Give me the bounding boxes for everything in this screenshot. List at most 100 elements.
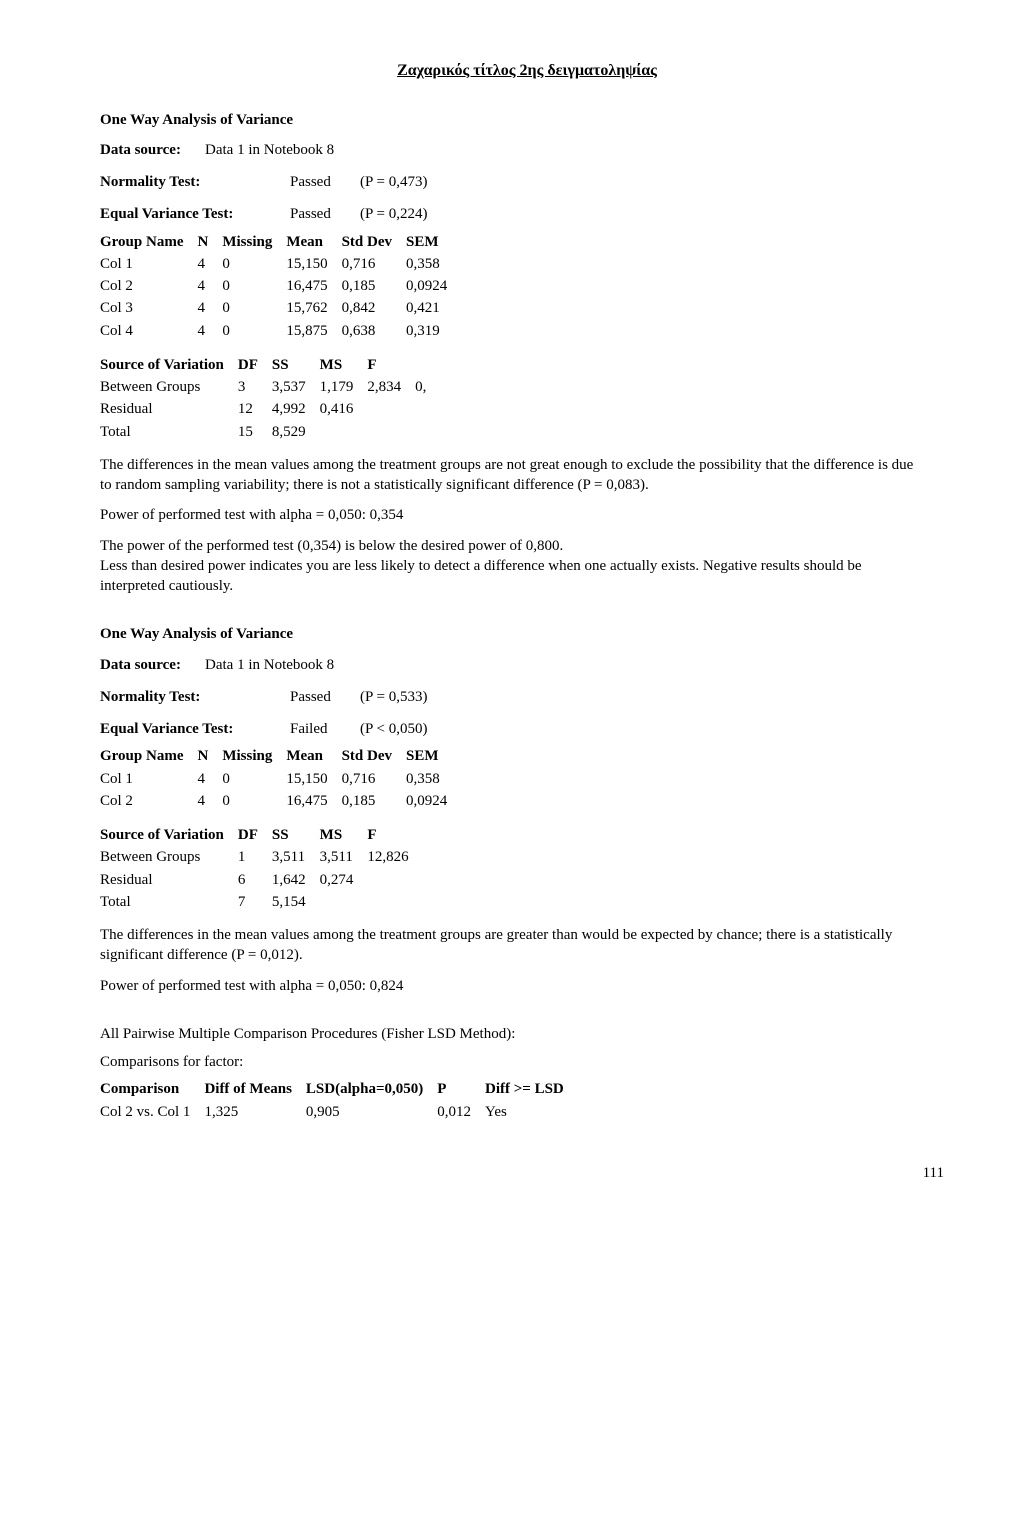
table-row: Col 24016,4750,1850,0924 (100, 275, 461, 297)
normality-status-2: Passed (290, 687, 360, 707)
interpretation-para-1: The differences in the mean values among… (100, 455, 920, 496)
table-cell: 0,185 (342, 790, 406, 812)
group-stats-table-2: Group NameNMissingMeanStd DevSEM Col 140… (100, 745, 461, 812)
table-cell: 4 (197, 253, 222, 275)
table-cell: 0 (222, 790, 286, 812)
table-cell: 0,0924 (406, 275, 461, 297)
table-cell: 0,716 (342, 768, 406, 790)
data-source-value-2: Data 1 in Notebook 8 (205, 655, 334, 675)
table-header-cell: Source of Variation (100, 354, 238, 376)
eqvar-label-2: Equal Variance Test: (100, 719, 290, 739)
table-header-cell: LSD(alpha=0,050) (306, 1078, 437, 1100)
table-cell: 3,537 (272, 376, 320, 398)
table-header-cell: N (197, 745, 222, 767)
anova-heading-1: One Way Analysis of Variance (100, 110, 954, 130)
table-cell: 15,762 (286, 297, 341, 319)
normality-p-2: (P = 0,533) (360, 687, 428, 707)
table-cell: 0,716 (342, 253, 406, 275)
table-row: Residual124,9920,416 (100, 398, 440, 420)
table-cell: Between Groups (100, 376, 238, 398)
table-header-cell: Std Dev (342, 745, 406, 767)
normality-label-2: Normality Test: (100, 687, 290, 707)
table-cell: 15,150 (286, 253, 341, 275)
table-cell: 0,274 (320, 869, 368, 891)
table-header-cell: Missing (222, 745, 286, 767)
table-cell: Yes (485, 1101, 578, 1123)
table-header-cell: MS (320, 354, 368, 376)
table-cell (415, 421, 440, 443)
table-cell: 0,905 (306, 1101, 437, 1123)
table-header-cell (415, 354, 440, 376)
table-row: Between Groups33,5371,1792,8340, (100, 376, 440, 398)
table-row: Total158,529 (100, 421, 440, 443)
table-cell: 1,179 (320, 376, 368, 398)
normality-label-1: Normality Test: (100, 172, 290, 192)
table-row: Residual61,6420,274 (100, 869, 423, 891)
data-source-value-1: Data 1 in Notebook 8 (205, 140, 334, 160)
table-header-cell: Diff >= LSD (485, 1078, 578, 1100)
table-cell (415, 398, 440, 420)
table-cell: 16,475 (286, 275, 341, 297)
table-header-cell: Comparison (100, 1078, 204, 1100)
table-cell: Col 2 vs. Col 1 (100, 1101, 204, 1123)
table-cell: 1,642 (272, 869, 320, 891)
table-cell: Col 2 (100, 275, 197, 297)
table-cell: 16,475 (286, 790, 341, 812)
table-cell: Total (100, 891, 238, 913)
comparisons-for-factor: Comparisons for factor: (100, 1052, 954, 1072)
table-header-cell: MS (320, 824, 368, 846)
table-cell: 3 (238, 376, 272, 398)
table-cell: 0,421 (406, 297, 461, 319)
table-cell: Col 4 (100, 320, 197, 342)
table-cell: Col 3 (100, 297, 197, 319)
table-cell: 1 (238, 846, 272, 868)
table-cell: Residual (100, 398, 238, 420)
table-cell: 3,511 (320, 846, 368, 868)
group-stats-table-1: Group NameNMissingMeanStd DevSEM Col 140… (100, 231, 461, 342)
data-source-label-1: Data source: (100, 140, 205, 160)
table-row: Total75,154 (100, 891, 423, 913)
table-cell: 0,842 (342, 297, 406, 319)
table-cell: 8,529 (272, 421, 320, 443)
table-cell: Col 2 (100, 790, 197, 812)
normality-p-1: (P = 0,473) (360, 172, 428, 192)
table-cell (367, 398, 415, 420)
eqvar-status-2: Failed (290, 719, 360, 739)
table-cell: 5,154 (272, 891, 320, 913)
table-cell: 12 (238, 398, 272, 420)
power-para-1: The power of the performed test (0,354) … (100, 536, 920, 597)
table-header-cell: Mean (286, 231, 341, 253)
table-cell: 6 (238, 869, 272, 891)
table-cell (320, 891, 368, 913)
table-header-cell: Group Name (100, 745, 197, 767)
table-cell: 4 (197, 768, 222, 790)
table-header-cell: F (367, 354, 415, 376)
table-cell: 15,875 (286, 320, 341, 342)
power-para-1a: The power of the performed test (0,354) … (100, 538, 563, 554)
table-cell: 0,638 (342, 320, 406, 342)
table-cell: 0,358 (406, 768, 461, 790)
table-cell: Residual (100, 869, 238, 891)
page-title: Ζαχαρικός τίτλος 2ης δειγματοληψίας (100, 60, 954, 82)
table-cell: 0 (222, 253, 286, 275)
table-header-cell: SEM (406, 231, 461, 253)
power-line-2: Power of performed test with alpha = 0,0… (100, 976, 920, 996)
table-cell: Between Groups (100, 846, 238, 868)
eqvar-p-2: (P < 0,050) (360, 719, 428, 739)
page-number: 111 (100, 1163, 954, 1183)
table-row: Col 24016,4750,1850,0924 (100, 790, 461, 812)
table-cell: 0,358 (406, 253, 461, 275)
table-cell: 15,150 (286, 768, 341, 790)
table-cell: Col 1 (100, 768, 197, 790)
table-header-cell: Mean (286, 745, 341, 767)
table-header-cell: Diff of Means (204, 1078, 305, 1100)
table-cell: 4 (197, 275, 222, 297)
table-cell: 2,834 (367, 376, 415, 398)
table-cell: 0 (222, 297, 286, 319)
table-cell: 0,0924 (406, 790, 461, 812)
eqvar-p-1: (P = 0,224) (360, 204, 428, 224)
table-header-cell: DF (238, 824, 272, 846)
interpretation-para-2: The differences in the mean values among… (100, 925, 920, 966)
table-cell (367, 891, 422, 913)
table-row: Between Groups13,5113,51112,826 (100, 846, 423, 868)
